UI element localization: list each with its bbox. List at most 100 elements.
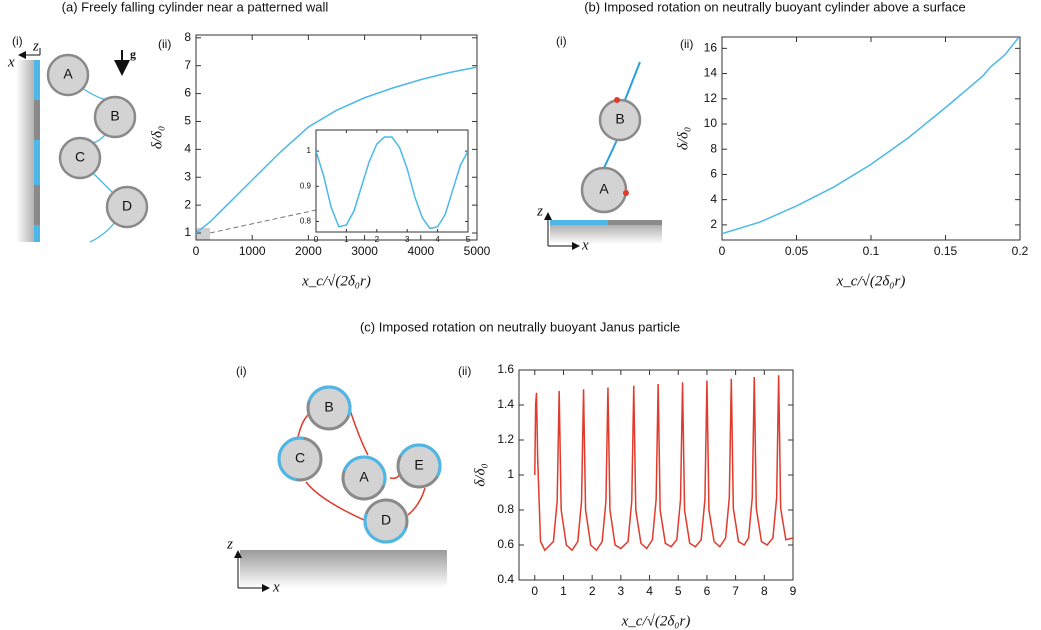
y-tick-label: 12 — [704, 91, 718, 105]
x-tick-label: 6 — [704, 584, 711, 598]
x-tick-label: 3000 — [351, 244, 378, 258]
x-tick-label: 0 — [719, 244, 726, 258]
particle — [93, 95, 137, 139]
x-tick-label: 2 — [375, 235, 380, 244]
x-tick-label: 0.15 — [934, 244, 958, 258]
y-tick-label: 16 — [704, 41, 718, 55]
node-label: A — [599, 181, 609, 197]
y-tick-label: 1 — [307, 146, 312, 155]
x-tick-label: 2 — [589, 584, 596, 598]
x-axis-label: x_c/√(2δ₀r) — [836, 273, 906, 289]
x-tick-label: 4000 — [407, 244, 434, 258]
x-axis-label: x_c/√(2δ₀r) — [301, 273, 371, 289]
janus-half — [277, 436, 304, 482]
part-label: (ii) — [158, 37, 171, 51]
y-tick-label: 2 — [184, 197, 191, 211]
data-line — [196, 66, 477, 234]
plot-frame — [721, 36, 1021, 241]
y-tick-label: 6 — [710, 167, 717, 181]
panel-title: (b) Imposed rotation on neutrally buoyan… — [584, 0, 966, 14]
y-tick-label: 3 — [184, 169, 191, 183]
y-tick-label: 8 — [710, 141, 717, 155]
plot-frame — [315, 129, 469, 233]
node-label: A — [63, 66, 73, 82]
x-tick-label: 3 — [405, 235, 410, 244]
y-tick-label: 10 — [704, 116, 718, 130]
x-tick-label: 2000 — [295, 244, 322, 258]
particle — [105, 185, 149, 229]
axis-label: z — [226, 536, 233, 552]
x-tick-label: 5 — [466, 235, 471, 244]
diagram-b: (i) B A z x — [536, 34, 662, 253]
zoom-box — [196, 228, 210, 240]
node-label: C — [75, 149, 85, 165]
x-tick-label: 4 — [435, 235, 440, 244]
janus-half — [399, 443, 442, 478]
x-tick-label: 5 — [675, 584, 682, 598]
diagram-a: (i) z x g A B C D — [7, 34, 149, 243]
y-tick-label: 1 — [507, 467, 514, 481]
axis-label: z — [32, 38, 39, 54]
x-tick-label: 0.2 — [1012, 244, 1029, 258]
y-axis-label: δ/δ₀ — [472, 463, 488, 486]
zoom-line — [209, 209, 317, 234]
panel-title: (c) Imposed rotation on neutrally buoyan… — [360, 319, 680, 334]
y-axis-label: δ/δ₀ — [675, 127, 691, 150]
janus-half — [363, 513, 408, 544]
ground-stripe — [608, 220, 662, 225]
node-label: B — [324, 399, 333, 415]
x-tick-label: 0.1 — [863, 244, 880, 258]
y-tick-label: 0.8 — [300, 217, 312, 226]
part-label: (i) — [236, 364, 247, 378]
part-label: (ii) — [458, 364, 471, 378]
marker-dot — [614, 97, 620, 103]
part-label: (ii) — [680, 37, 693, 51]
x-tick-label: 1 — [344, 235, 349, 244]
node-label: C — [295, 450, 305, 466]
wall-stripe — [34, 60, 40, 100]
axis-label: x — [7, 54, 15, 70]
plot-frame — [195, 34, 478, 241]
part-label: (i) — [12, 34, 23, 48]
y-tick-label: 1.2 — [497, 432, 514, 446]
axis-label: x — [272, 579, 280, 595]
y-tick-label: 0.4 — [497, 572, 514, 586]
trajectory — [81, 87, 116, 243]
y-tick-label: 4 — [710, 192, 717, 206]
trajectory — [603, 61, 641, 169]
x-tick-label: 5000 — [464, 244, 491, 258]
gravity-label: g — [130, 47, 136, 61]
trajectory — [297, 409, 426, 521]
x-tick-label: 1000 — [239, 244, 266, 258]
x-tick-label: 0.05 — [785, 244, 809, 258]
x-tick-label: 8 — [761, 584, 768, 598]
y-tick-label: 1.6 — [497, 362, 514, 376]
x-tick-label: 4 — [646, 584, 653, 598]
y-tick-label: 4 — [184, 142, 191, 156]
wall-stripe — [34, 225, 40, 242]
y-tick-label: 0.9 — [300, 181, 312, 190]
wall-stripe — [34, 100, 40, 140]
x-axis-label: x_c/√(2δ₀r) — [621, 613, 691, 629]
x-tick-label: 1 — [560, 584, 567, 598]
data-line — [534, 375, 793, 552]
particle — [58, 136, 102, 180]
node-label: E — [414, 457, 423, 473]
y-tick-label: 0.8 — [497, 502, 514, 516]
marker-dot — [623, 190, 629, 196]
axis-label: x — [581, 237, 589, 253]
x-tick-label: 0 — [193, 244, 200, 258]
x-tick-label: 0 — [531, 584, 538, 598]
wall-stripe — [34, 140, 40, 185]
x-tick-label: 0 — [314, 235, 319, 244]
y-axis-label: δ/δ₀ — [149, 126, 165, 149]
axis-label: z — [536, 203, 543, 219]
y-tick-label: 14 — [704, 66, 718, 80]
part-label: (i) — [556, 34, 567, 48]
node-label: A — [359, 469, 369, 485]
node-label: D — [381, 512, 391, 528]
y-tick-label: 0.6 — [497, 537, 514, 551]
ground-stripe — [550, 220, 608, 225]
y-tick-label: 2 — [710, 217, 717, 231]
